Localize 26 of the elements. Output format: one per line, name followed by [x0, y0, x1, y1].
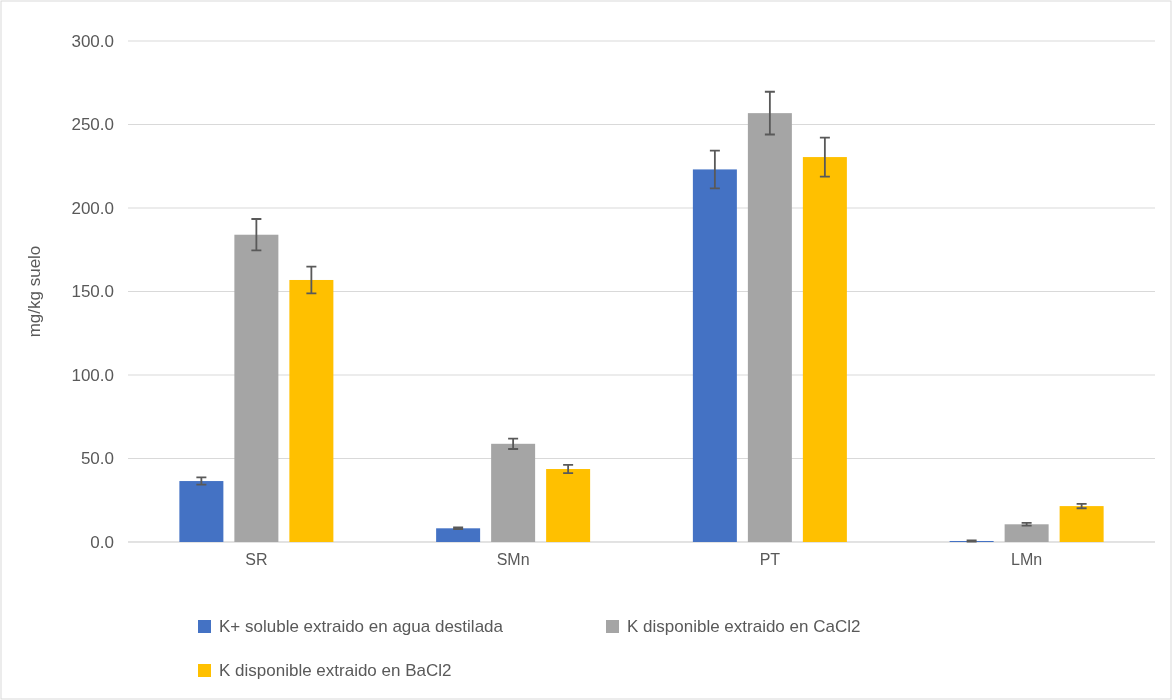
- y-tick-label: 200.0: [71, 198, 114, 218]
- y-tick-label: 0.0: [90, 532, 114, 552]
- legend-label: K disponible extraido en CaCl2: [627, 617, 861, 636]
- x-tick-label: LMn: [1011, 551, 1043, 569]
- x-tick-label: SR: [245, 551, 268, 569]
- bar: [1004, 524, 1049, 542]
- bar: [289, 279, 334, 542]
- bar: [1059, 506, 1104, 542]
- bar: [491, 443, 536, 542]
- bar: [692, 169, 737, 542]
- legend-label: K+ soluble extraido en agua destilada: [219, 617, 504, 636]
- y-axis-title: mg/kg suelo: [25, 245, 44, 338]
- bar: [747, 113, 792, 542]
- y-tick-label: 150.0: [71, 282, 114, 302]
- x-tick-label: PT: [759, 551, 781, 569]
- y-tick-label: 250.0: [71, 115, 114, 135]
- bar: [179, 481, 224, 542]
- x-tick-label: SMn: [496, 551, 530, 569]
- y-tick-label: 50.0: [80, 449, 114, 469]
- legend-label: K disponible extraido en BaCl2: [219, 661, 452, 680]
- bar: [802, 157, 847, 542]
- y-tick-label: 100.0: [71, 365, 114, 385]
- bar: [436, 528, 481, 542]
- bar: [546, 469, 591, 542]
- y-tick-label: 300.0: [71, 31, 114, 51]
- bar: [234, 234, 279, 542]
